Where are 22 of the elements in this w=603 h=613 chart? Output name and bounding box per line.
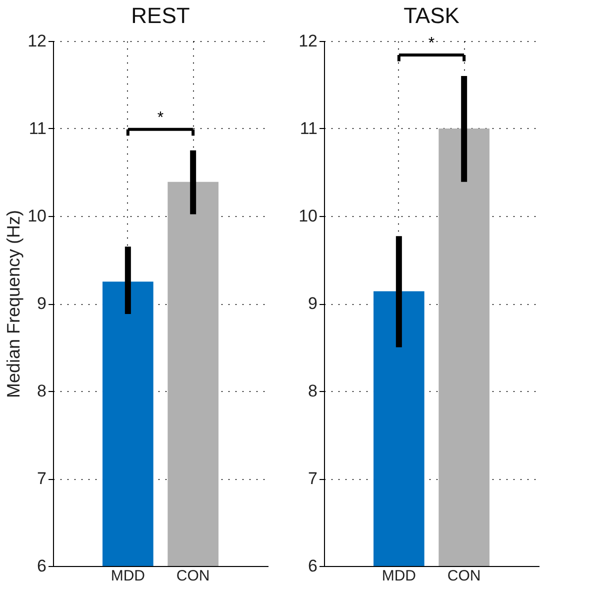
chart-title: REST bbox=[131, 3, 190, 28]
y-tick-label: 6 bbox=[308, 556, 318, 576]
y-tick-label: 9 bbox=[37, 294, 46, 313]
x-tick-label: CON bbox=[176, 568, 210, 584]
y-tick-label: 6 bbox=[37, 556, 46, 576]
x-tick-label: MDD bbox=[110, 568, 146, 584]
y-axis-title: Median Frequency (Hz) bbox=[4, 210, 24, 398]
chart-title: TASK bbox=[404, 3, 460, 28]
x-tick-label: CON bbox=[447, 568, 481, 584]
y-tick-label: 12 bbox=[298, 32, 318, 50]
y-tick-label: 12 bbox=[28, 32, 46, 50]
y-tick-label: 11 bbox=[28, 119, 46, 138]
y-tick-label: 10 bbox=[298, 206, 318, 226]
y-tick-label: 11 bbox=[300, 119, 318, 138]
annotation: * bbox=[157, 109, 164, 126]
y-tick-label: 9 bbox=[308, 294, 318, 313]
y-tick-label: 8 bbox=[308, 382, 318, 400]
y-tick-label: 7 bbox=[308, 469, 318, 488]
y-tick-label: 8 bbox=[37, 382, 46, 400]
y-tick-label: 7 bbox=[37, 469, 46, 488]
y-tick-label: 10 bbox=[28, 206, 46, 226]
x-tick-label: MDD bbox=[382, 568, 416, 584]
